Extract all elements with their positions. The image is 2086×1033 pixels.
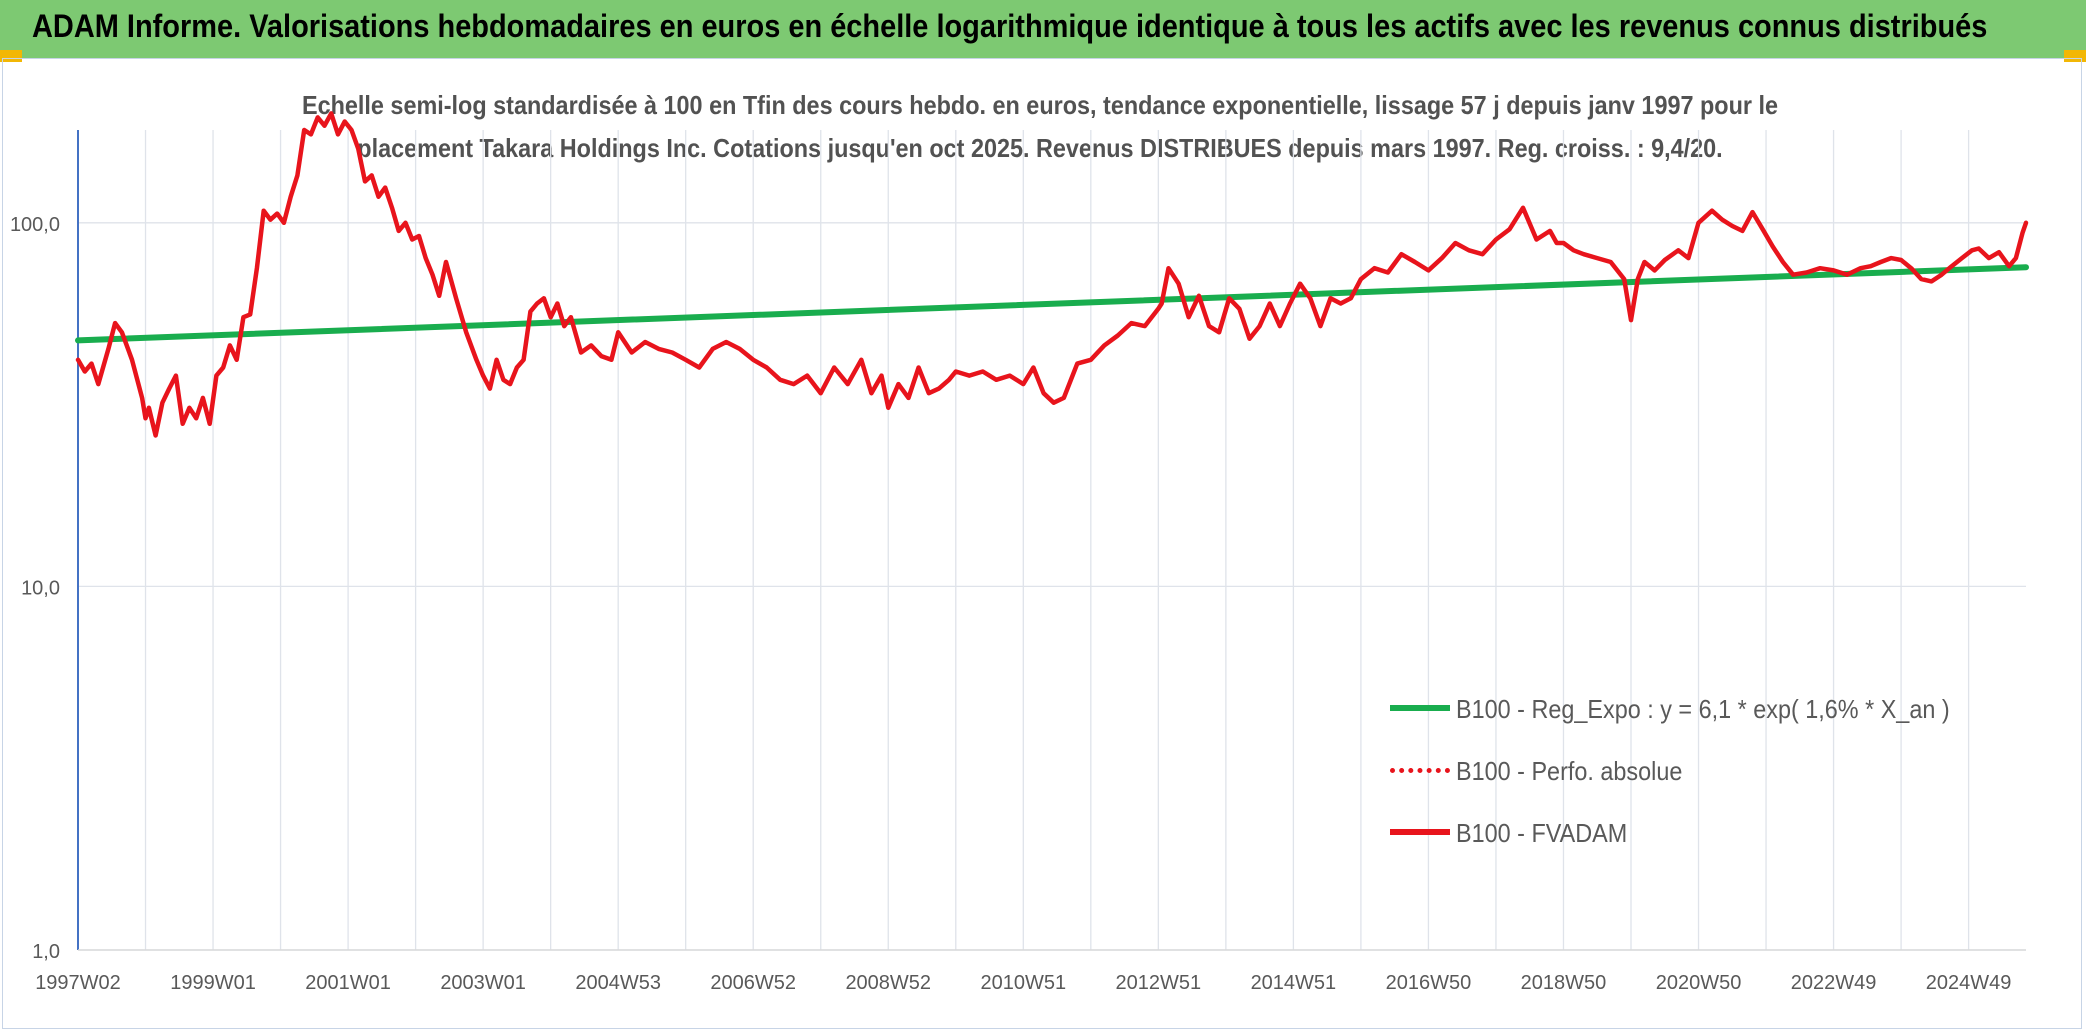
chart-frame	[2, 58, 2082, 1029]
x-tick-label: 2001W01	[305, 972, 391, 994]
header-banner: ADAM Informe. Valorisations hebdomadaire…	[0, 0, 2086, 58]
x-tick-label: 2018W50	[1521, 972, 1607, 994]
x-tick-label: 2010W51	[980, 972, 1066, 994]
y-tick-label: 1,0	[32, 941, 60, 963]
x-tick-label: 2004W53	[575, 972, 661, 994]
x-tick-label: 2006W52	[710, 972, 796, 994]
chart-title-line-1: Echelle semi-log standardisée à 100 en T…	[301, 90, 1778, 120]
legend-label-fvadam: B100 - FVADAM	[1456, 818, 1628, 848]
y-tick-label: 100,0	[10, 214, 60, 236]
series-line-fvadam	[75, 111, 2029, 438]
y-tick-label: 10,0	[21, 577, 60, 599]
x-tick-label: 2012W51	[1116, 972, 1202, 994]
x-tick-label: 2014W51	[1251, 972, 1337, 994]
x-tick-label: 2020W50	[1656, 972, 1742, 994]
x-tick-label: 1997W02	[35, 972, 121, 994]
x-tick-label: 1999W01	[170, 972, 256, 994]
legend-label-reg-expo: B100 - Reg_Expo : y = 6,1 * exp( 1,6% * …	[1456, 694, 1950, 724]
report-title: ADAM Informe. Valorisations hebdomadaire…	[32, 8, 1988, 44]
legend-label-perfo-absolue: B100 - Perfo. absolue	[1456, 756, 1683, 786]
x-tick-label: 2008W52	[845, 972, 931, 994]
x-tick-label: 2016W50	[1386, 972, 1472, 994]
legend-swatch-fvadam	[1390, 829, 1450, 835]
legend-swatch-perfo-absolue	[1390, 768, 1450, 773]
legend-swatch-reg-expo	[1390, 705, 1450, 711]
corner-mark-left	[0, 50, 22, 62]
x-tick-label: 2022W49	[1791, 972, 1877, 994]
x-tick-label: 2003W01	[440, 972, 526, 994]
chart-title-line-2: placement Takara Holdings Inc. Cotations…	[357, 133, 1723, 163]
x-tick-label: 2024W49	[1926, 972, 2012, 994]
corner-mark-right	[2064, 50, 2086, 62]
series-line-reg-expo	[75, 264, 2029, 344]
